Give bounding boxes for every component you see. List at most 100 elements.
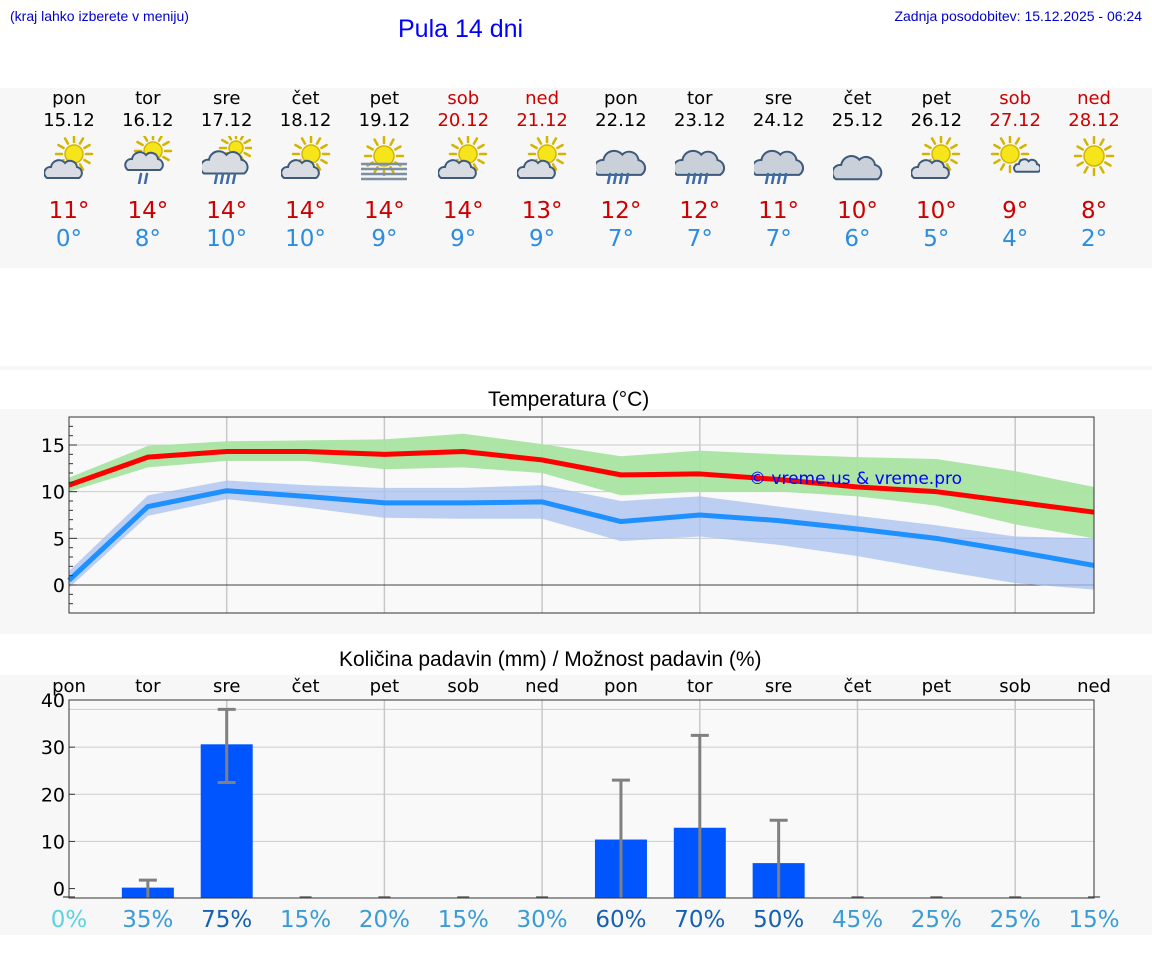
sun-disc bbox=[1083, 145, 1105, 167]
last-updated: Zadnja posodobitev: 15.12.2025 - 06:24 bbox=[894, 8, 1142, 24]
sun-fog-icon bbox=[361, 136, 408, 181]
forecast-min-temp: 5° bbox=[923, 226, 950, 252]
precip-chart-title: Količina padavin (mm) / Možnost padavin … bbox=[339, 648, 762, 671]
cloud-shape bbox=[1013, 158, 1041, 173]
sun-disc bbox=[373, 145, 396, 167]
cloud-shape bbox=[911, 159, 951, 179]
temperature-chart-title: Temperatura (°C) bbox=[488, 388, 650, 411]
forecast-date: 16.12 bbox=[122, 110, 174, 131]
precip-probability-label: 25% bbox=[990, 907, 1041, 933]
forecast-date: 23.12 bbox=[674, 110, 726, 131]
cloud-shape bbox=[201, 150, 249, 175]
sun-ray bbox=[83, 143, 91, 150]
sun-ray bbox=[473, 163, 479, 171]
sun-ray bbox=[1104, 161, 1112, 167]
sun-ray bbox=[315, 163, 321, 171]
sun-cloud-drizzle-icon bbox=[124, 136, 173, 184]
precip-probability-label: 30% bbox=[517, 907, 568, 933]
sun-ray bbox=[239, 136, 245, 141]
sun-small-cloud-icon bbox=[990, 136, 1041, 174]
forecast-max-temp: 12° bbox=[600, 198, 642, 224]
precipitation-chart: pon tor sre čet pet sob ned pon tor sre čet pet sob n… bbox=[41, 676, 1120, 933]
rain-drop bbox=[606, 172, 612, 184]
precip-probability-label: 60% bbox=[595, 907, 646, 933]
forecast-min-temp: 10° bbox=[285, 226, 326, 252]
forecast-max-temp: 14° bbox=[442, 198, 484, 224]
watermark: © vreme.us & vreme.pro bbox=[749, 469, 962, 489]
sun-ray bbox=[220, 138, 229, 145]
temperature-chart: 0 5 10 15 © vreme.us & vreme.pro bbox=[41, 416, 1095, 614]
sun-ray bbox=[78, 137, 85, 145]
rain-drop bbox=[137, 172, 143, 184]
forecast-max-temp: 14° bbox=[285, 198, 326, 224]
rain-drop bbox=[219, 172, 224, 184]
forecast-max-temp: 14° bbox=[206, 198, 248, 224]
sun-ray bbox=[1076, 161, 1085, 167]
forecast-day: tor 23.12 12° 7° bbox=[660, 88, 740, 268]
precip-category-label: ned bbox=[525, 676, 559, 697]
forecast-max-temp: 11° bbox=[758, 198, 800, 224]
forecast-day-name: sre bbox=[212, 88, 241, 109]
sun-ray bbox=[243, 151, 251, 158]
precip-category-label: pet bbox=[370, 676, 400, 697]
precip-probability-label: 15% bbox=[438, 907, 489, 933]
rain-drop bbox=[231, 172, 236, 184]
precip-probability-label: 0% bbox=[51, 907, 88, 933]
partly-cloudy-sun-icon bbox=[517, 136, 567, 179]
precip-category-label: pon bbox=[604, 676, 638, 697]
rain-drop bbox=[225, 172, 230, 184]
cloud-shape bbox=[124, 151, 164, 171]
precip-category-label: sob bbox=[447, 676, 479, 697]
forecast-date: 27.12 bbox=[989, 110, 1041, 131]
forecast-band bbox=[0, 88, 1152, 268]
forecast-day: pon 15.12 11° 0° bbox=[29, 88, 109, 268]
forecast-day-name: tor bbox=[135, 88, 161, 109]
precip-category-label: sre bbox=[213, 676, 240, 697]
forecast-date: 18.12 bbox=[279, 110, 332, 131]
cloud-shape bbox=[44, 159, 83, 179]
forecast-day-name: ned bbox=[1077, 88, 1111, 109]
precip-probability-label: 25% bbox=[911, 907, 962, 933]
sun-ray bbox=[293, 143, 302, 150]
forecast-day: sre 24.12 11° 7° bbox=[739, 88, 819, 268]
sun-ray bbox=[993, 143, 1002, 150]
forecast-max-temp: 8° bbox=[1080, 198, 1108, 224]
sun-ray bbox=[1014, 137, 1021, 145]
sun-ray bbox=[477, 158, 486, 165]
cloud-shape bbox=[753, 149, 804, 176]
y-tick-label: 40 bbox=[41, 690, 65, 712]
sun-ray bbox=[142, 136, 149, 142]
sun-ray bbox=[1104, 145, 1112, 151]
forecast-min-temp: 6° bbox=[844, 226, 871, 252]
precip-category-label: pon bbox=[52, 676, 86, 697]
rain-drop bbox=[624, 172, 630, 184]
sun-ray bbox=[477, 143, 486, 150]
rain-drop bbox=[764, 172, 769, 184]
sun-ray bbox=[1099, 166, 1105, 174]
sun-ray bbox=[473, 137, 479, 145]
cloud-shape bbox=[280, 159, 320, 179]
forecast-day: čet 18.12 14° 10° bbox=[266, 88, 346, 268]
forecast-day-name: pet bbox=[921, 88, 952, 109]
forecast-max-temp: 14° bbox=[364, 198, 405, 224]
cloudy-icon bbox=[832, 155, 882, 181]
precip-category-label: sre bbox=[765, 676, 792, 697]
sun-ray bbox=[1076, 145, 1085, 151]
sun-ray bbox=[157, 136, 163, 142]
partly-cloudy-sun-icon bbox=[911, 136, 961, 179]
forecast-day: pon 22.12 12° 7° bbox=[581, 88, 661, 268]
forecast-min-temp: 7° bbox=[765, 226, 792, 252]
sun-ray bbox=[1099, 138, 1105, 146]
page-title: Pula 14 dni bbox=[398, 15, 524, 43]
forecast-day: pet 26.12 10° 5° bbox=[896, 88, 976, 268]
y-tick-label: 10 bbox=[41, 482, 65, 504]
sun-ray bbox=[536, 137, 543, 145]
sun-ray bbox=[946, 163, 952, 171]
sun-ray bbox=[300, 137, 306, 145]
forecast-day-name: ned bbox=[525, 88, 560, 109]
sun-ray bbox=[161, 140, 170, 147]
sun-ray bbox=[373, 138, 380, 146]
precip-probability-label: 75% bbox=[201, 907, 252, 933]
forecast-date: 22.12 bbox=[595, 110, 647, 131]
forecast-day: sob 20.12 14° 9° bbox=[423, 88, 503, 268]
